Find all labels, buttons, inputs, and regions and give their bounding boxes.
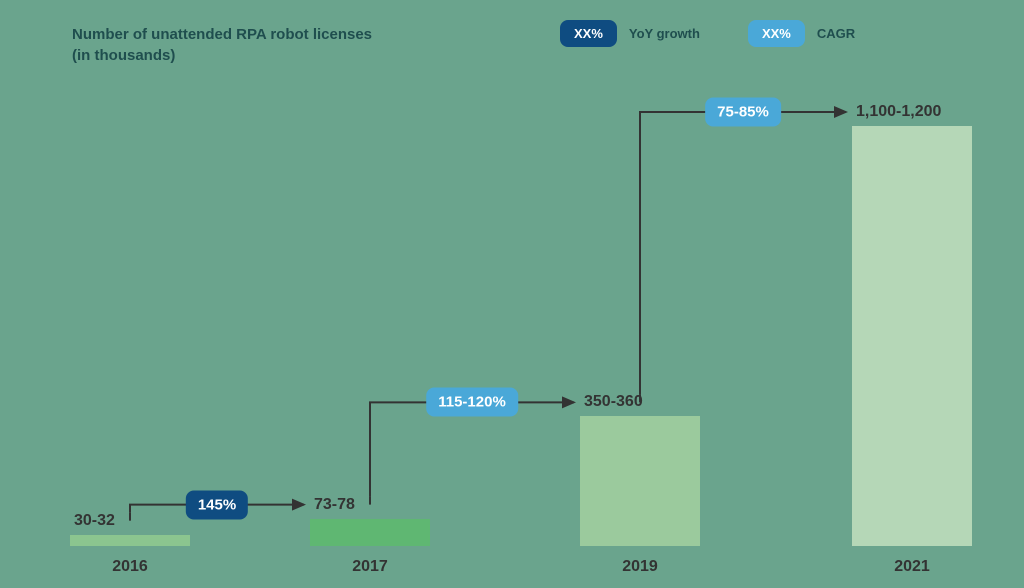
bar-2017 <box>310 519 430 546</box>
legend-label-yoy: YoY growth <box>629 26 700 41</box>
year-label-2019: 2019 <box>622 558 658 576</box>
legend-chip-cagr: XX% <box>748 20 805 47</box>
legend-item-cagr: XX% CAGR <box>748 20 855 47</box>
connector-2 <box>640 112 846 394</box>
legend-item-yoy: XX% YoY growth <box>560 20 700 47</box>
value-label-2016: 30-32 <box>74 512 115 530</box>
growth-chip-0: 145% <box>186 490 248 519</box>
value-label-2021: 1,100-1,200 <box>856 103 941 121</box>
chart-title: Number of unattended RPA robot licenses … <box>72 24 392 66</box>
legend: XX% YoY growth XX% CAGR <box>560 20 855 47</box>
value-label-2017: 73-78 <box>314 496 355 514</box>
growth-chip-1: 115-120% <box>426 388 518 417</box>
legend-chip-yoy: XX% <box>560 20 617 47</box>
value-label-2019: 350-360 <box>584 393 643 411</box>
bar-2019 <box>580 416 700 546</box>
year-label-2016: 2016 <box>112 558 148 576</box>
growth-chip-2: 75-85% <box>705 98 781 127</box>
year-label-2021: 2021 <box>894 558 930 576</box>
year-label-2017: 2017 <box>352 558 388 576</box>
bar-2016 <box>70 535 190 546</box>
legend-label-cagr: CAGR <box>817 26 855 41</box>
bar-2021 <box>852 126 972 546</box>
rpa-licenses-chart: Number of unattended RPA robot licenses … <box>0 0 1024 588</box>
